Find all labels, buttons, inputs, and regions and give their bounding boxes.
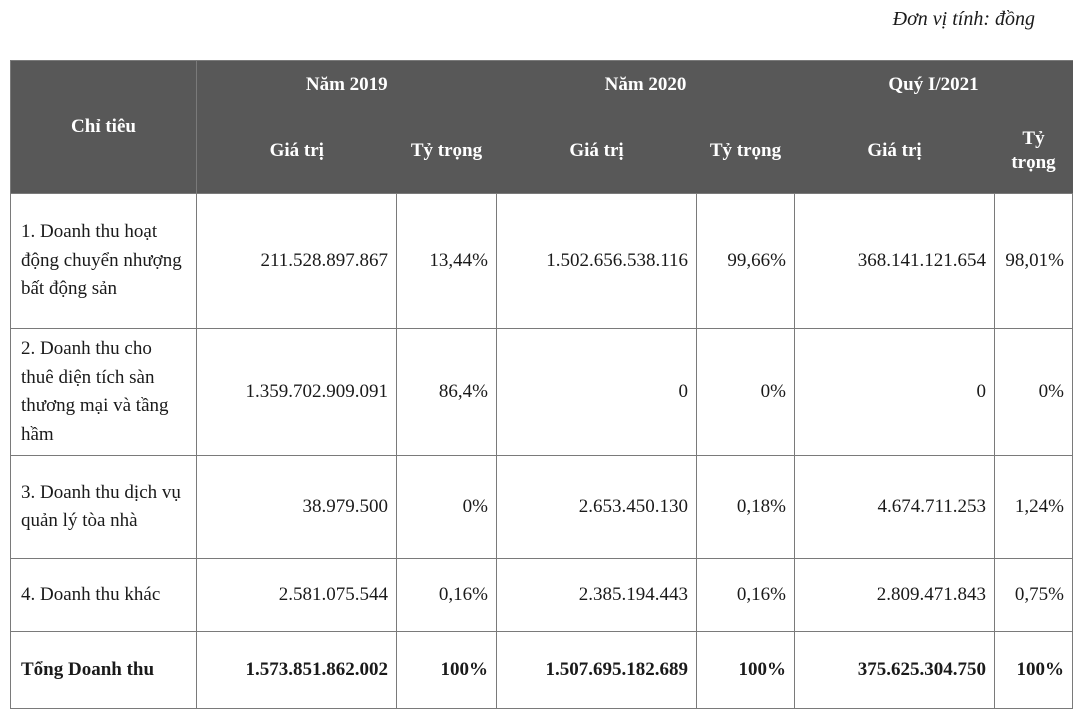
header-row-groups: Chỉ tiêu Năm 2019 Năm 2020 Quý I/2021 xyxy=(10,60,1073,194)
value-2019: 211.528.897.867 xyxy=(196,193,397,329)
value-2020: 0 xyxy=(496,328,697,456)
header-value-2020: Giá trị xyxy=(496,109,697,194)
value-q1-2021: 375.625.304.750 xyxy=(794,631,995,709)
share-2020: 100% xyxy=(696,631,795,709)
value-2020: 2.653.450.130 xyxy=(496,455,697,559)
header-value-2019: Giá trị xyxy=(196,109,397,194)
row-label: 2. Doanh thu cho thuê diện tích sàn thươ… xyxy=(10,328,197,456)
table-row: 1. Doanh thu hoạt động chuyển nhượng bất… xyxy=(10,193,1073,329)
share-2019: 0,16% xyxy=(396,558,497,632)
row-label: 4. Doanh thu khác xyxy=(10,558,197,632)
revenue-table: Chỉ tiêu Năm 2019 Năm 2020 Quý I/2021 Gi… xyxy=(10,60,1073,709)
share-2019: 100% xyxy=(396,631,497,709)
value-2020: 1.507.695.182.689 xyxy=(496,631,697,709)
value-q1-2021: 0 xyxy=(794,328,995,456)
share-2019: 13,44% xyxy=(396,193,497,329)
value-2019: 1.359.702.909.091 xyxy=(196,328,397,456)
value-q1-2021: 368.141.121.654 xyxy=(794,193,995,329)
share-q1-2021: 1,24% xyxy=(994,455,1073,559)
row-label: 3. Doanh thu dịch vụ quản lý tòa nhà xyxy=(10,455,197,559)
row-label: Tổng Doanh thu xyxy=(10,631,197,709)
row-label: 1. Doanh thu hoạt động chuyển nhượng bất… xyxy=(10,193,197,329)
share-2020: 0,18% xyxy=(696,455,795,559)
share-q1-2021: 0% xyxy=(994,328,1073,456)
share-2020: 0% xyxy=(696,328,795,456)
share-2020: 0,16% xyxy=(696,558,795,632)
value-q1-2021: 2.809.471.843 xyxy=(794,558,995,632)
total-row: Tổng Doanh thu 1.573.851.862.002 100% 1.… xyxy=(10,631,1073,709)
share-2019: 86,4% xyxy=(396,328,497,456)
header-share-q1-2021: Tỷ trọng xyxy=(994,109,1073,194)
header-group-q1-2021: Quý I/2021 xyxy=(794,60,1073,109)
value-2019: 38.979.500 xyxy=(196,455,397,559)
share-2019: 0% xyxy=(396,455,497,559)
header-group-2020: Năm 2020 xyxy=(496,60,795,109)
header-share-2019: Tỷ trọng xyxy=(396,109,497,194)
header-row-sub: Giá trị Tỷ trọng Giá trị Tỷ trọng Giá tr… xyxy=(11,109,1073,194)
share-q1-2021: 100% xyxy=(994,631,1073,709)
table-row: 2. Doanh thu cho thuê diện tích sàn thươ… xyxy=(10,328,1073,456)
value-q1-2021: 4.674.711.253 xyxy=(794,455,995,559)
header-group-2019: Năm 2019 xyxy=(196,60,497,109)
share-q1-2021: 0,75% xyxy=(994,558,1073,632)
value-2019: 2.581.075.544 xyxy=(196,558,397,632)
value-2020: 1.502.656.538.116 xyxy=(496,193,697,329)
table-row: 3. Doanh thu dịch vụ quản lý tòa nhà 38.… xyxy=(10,455,1073,559)
value-2019: 1.573.851.862.002 xyxy=(196,631,397,709)
header-share-2020: Tỷ trọng xyxy=(696,109,795,194)
header-value-q1-2021: Giá trị xyxy=(794,109,995,194)
unit-note: Đơn vị tính: đồng xyxy=(892,8,1035,30)
table-row: 4. Doanh thu khác 2.581.075.544 0,16% 2.… xyxy=(10,558,1073,632)
value-2020: 2.385.194.443 xyxy=(496,558,697,632)
header-label-column: Chỉ tiêu xyxy=(10,60,197,194)
share-2020: 99,66% xyxy=(696,193,795,329)
share-q1-2021: 98,01% xyxy=(994,193,1073,329)
